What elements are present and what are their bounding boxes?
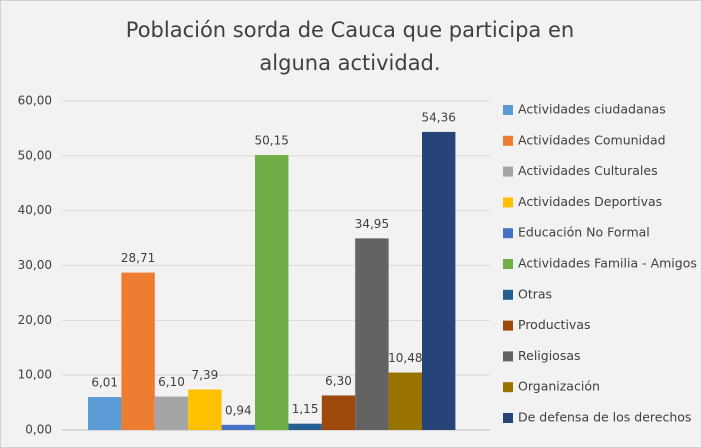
- legend-label: De defensa de los derechos: [518, 410, 691, 425]
- bar: [154, 396, 189, 430]
- chart-title: Población sorda de Cauca que participa e…: [125, 18, 575, 75]
- bar: [221, 424, 255, 430]
- y-tick-label: 60,00: [18, 94, 52, 108]
- y-tick-label: 50,00: [18, 148, 52, 162]
- legend-swatch: [503, 351, 513, 362]
- bar: [255, 155, 289, 430]
- y-tick-label: 20,00: [18, 313, 52, 327]
- value-label: 7,39: [192, 368, 219, 382]
- legend-label: Organización: [518, 379, 600, 394]
- value-label: 1,15: [292, 402, 319, 416]
- y-tick-label: 40,00: [18, 203, 52, 217]
- legend-label: Actividades Comunidad: [518, 132, 666, 147]
- legend-swatch: [503, 382, 513, 393]
- value-label: 28,71: [121, 251, 155, 265]
- y-tick-label: 30,00: [18, 258, 52, 272]
- bar: [288, 423, 322, 430]
- bar: [388, 372, 422, 430]
- value-label: 6,30: [325, 374, 352, 388]
- legend-label: Actividades ciudadanas: [518, 102, 666, 117]
- legend-swatch: [503, 289, 513, 300]
- legend-swatch: [503, 135, 513, 146]
- legend-swatch: [503, 166, 513, 177]
- bar: [121, 272, 155, 430]
- legend-swatch: [503, 105, 513, 115]
- value-label: 6,01: [91, 376, 118, 390]
- legend-swatch: [503, 320, 513, 331]
- legend-swatch: [503, 259, 513, 269]
- bar: [355, 238, 389, 430]
- bar: [188, 389, 222, 430]
- y-tick-label: 0,00: [25, 423, 52, 437]
- value-label: 0,94: [225, 403, 252, 417]
- value-label: 50,15: [255, 134, 289, 148]
- legend-label: Productivas: [518, 317, 591, 332]
- legend-label: Religiosas: [518, 348, 581, 363]
- value-label: 10,48: [388, 351, 422, 365]
- bar: [321, 395, 356, 430]
- legend-swatch: [503, 413, 513, 423]
- legend-swatch: [503, 228, 513, 239]
- legend-label: Actividades Familia - Amigos: [518, 256, 697, 271]
- legend-label: Actividades Culturales: [518, 163, 658, 178]
- value-label: 6,10: [158, 375, 185, 389]
- legend-label: Otras: [518, 286, 552, 301]
- value-label: 54,36: [422, 110, 456, 124]
- legend-label: Educación No Formal: [518, 225, 650, 240]
- legend-swatch: [503, 197, 513, 208]
- legend-label: Actividades Deportivas: [518, 194, 662, 209]
- y-tick-label: 10,00: [18, 368, 52, 382]
- value-label: 34,95: [355, 217, 389, 231]
- bar: [422, 131, 456, 430]
- bar: [88, 397, 122, 430]
